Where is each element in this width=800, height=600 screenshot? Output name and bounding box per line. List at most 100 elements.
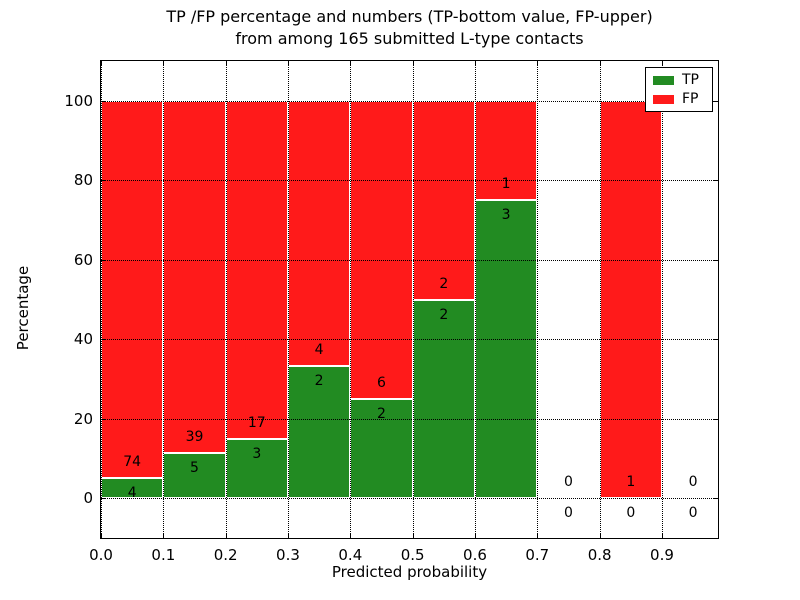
fp-legend-swatch (653, 94, 674, 104)
tp-bar (474, 200, 538, 499)
x-tick-mark (101, 533, 102, 538)
legend-item-tp: TP (646, 73, 712, 87)
tp-legend-label: TP (682, 72, 699, 88)
fp-count-label: 39 (185, 429, 204, 446)
y-tick-mark (101, 498, 106, 500)
fp-count-label: 6 (377, 374, 386, 391)
fp-count-label: 0 (688, 474, 698, 491)
fp-count-label: 17 (247, 414, 266, 431)
tp-count-label: 2 (314, 372, 324, 389)
fp-bar (350, 100, 413, 399)
v-gridline (412, 61, 414, 538)
x-tick-mark (287, 61, 289, 66)
fp-bar (599, 100, 662, 499)
x-tick-label: 0.2 (213, 546, 238, 564)
x-tick-label: 0.1 (151, 546, 176, 564)
y-tick-label: 0 (83, 489, 93, 508)
v-gridline (661, 61, 663, 538)
tp-bar (287, 365, 351, 499)
fp-bar (287, 100, 351, 366)
tp-count-label: 5 (190, 460, 199, 477)
tp-bar (163, 453, 226, 499)
y-tick-mark (713, 339, 718, 341)
tp-bar (412, 299, 475, 499)
x-tick-label: 0.4 (338, 546, 363, 564)
chart-title: TP /FP percentage and numbers (TP-bottom… (100, 6, 719, 50)
tp-count-label: 0 (564, 505, 573, 522)
tp-count-label: 3 (501, 207, 511, 224)
v-gridline (350, 61, 352, 538)
x-axis-label: Predicted probability (331, 563, 488, 581)
y-tick-mark (713, 259, 718, 261)
tp-legend-swatch (653, 75, 674, 85)
y-tick-mark (713, 100, 718, 102)
y-tick-label: 40 (73, 330, 93, 349)
h-gridline (101, 498, 718, 500)
tp-count-label: 3 (252, 445, 262, 462)
chart-title-line1: TP /FP percentage and numbers (TP-bottom… (166, 7, 653, 26)
v-gridline (537, 61, 539, 538)
fp-bar (225, 100, 288, 439)
x-tick-mark (163, 533, 165, 538)
x-tick-mark (225, 61, 227, 66)
h-gridline (101, 180, 718, 182)
fp-count-label: 2 (439, 275, 449, 292)
x-tick-mark (537, 61, 539, 66)
x-tick-mark (350, 61, 352, 66)
v-gridline (101, 61, 102, 538)
legend: TP FP (645, 67, 713, 112)
x-tick-mark (101, 61, 102, 66)
y-tick-mark (713, 180, 718, 182)
y-tick-mark (101, 339, 106, 341)
fp-count-label: 1 (501, 176, 511, 193)
x-tick-mark (661, 533, 663, 538)
x-tick-mark (412, 61, 414, 66)
x-tick-mark (412, 533, 414, 538)
x-tick-mark (474, 533, 476, 538)
x-tick-label: 0.0 (89, 546, 113, 564)
x-tick-mark (350, 533, 352, 538)
x-tick-mark (661, 61, 663, 66)
tp-count-label: 2 (439, 306, 449, 323)
legend-item-fp: FP (646, 92, 712, 106)
v-gridline (599, 61, 601, 538)
chart-title-line2: from among 165 submitted L-type contacts (235, 29, 584, 48)
tp-count-label: 4 (127, 484, 137, 501)
tp-count-label: 0 (688, 505, 698, 522)
x-tick-mark (599, 533, 601, 538)
x-tick-mark (287, 533, 289, 538)
fp-bar (163, 100, 226, 454)
h-gridline (101, 100, 718, 102)
v-gridline (287, 61, 289, 538)
x-tick-label: 0.9 (650, 546, 674, 564)
tp-bar (225, 438, 288, 499)
x-tick-label: 0.6 (463, 546, 487, 564)
y-tick-mark (713, 498, 718, 500)
y-tick-label: 100 (64, 91, 93, 110)
x-tick-label: 0.8 (587, 546, 612, 564)
x-tick-mark (537, 533, 539, 538)
h-gridline (101, 259, 718, 261)
x-tick-label: 0.3 (276, 546, 300, 564)
y-tick-mark (101, 259, 106, 261)
y-tick-mark (101, 100, 106, 102)
x-tick-mark (599, 61, 601, 66)
y-tick-mark (101, 418, 106, 420)
x-tick-label: 0.5 (400, 546, 425, 564)
fp-count-label: 1 (626, 474, 636, 491)
v-gridline (474, 61, 476, 538)
fp-count-label: 0 (564, 474, 573, 491)
fp-bar (412, 100, 475, 300)
x-tick-mark (474, 61, 476, 66)
y-tick-label: 20 (73, 409, 93, 428)
y-tick-label: 80 (73, 171, 93, 190)
fp-count-label: 74 (123, 453, 142, 470)
tp-count-label: 0 (626, 505, 636, 522)
y-tick-mark (713, 418, 718, 420)
y-tick-mark (101, 180, 106, 182)
x-tick-mark (163, 61, 165, 66)
h-gridline (101, 418, 718, 420)
x-tick-label: 0.7 (525, 546, 550, 564)
fp-legend-label: FP (682, 91, 699, 107)
